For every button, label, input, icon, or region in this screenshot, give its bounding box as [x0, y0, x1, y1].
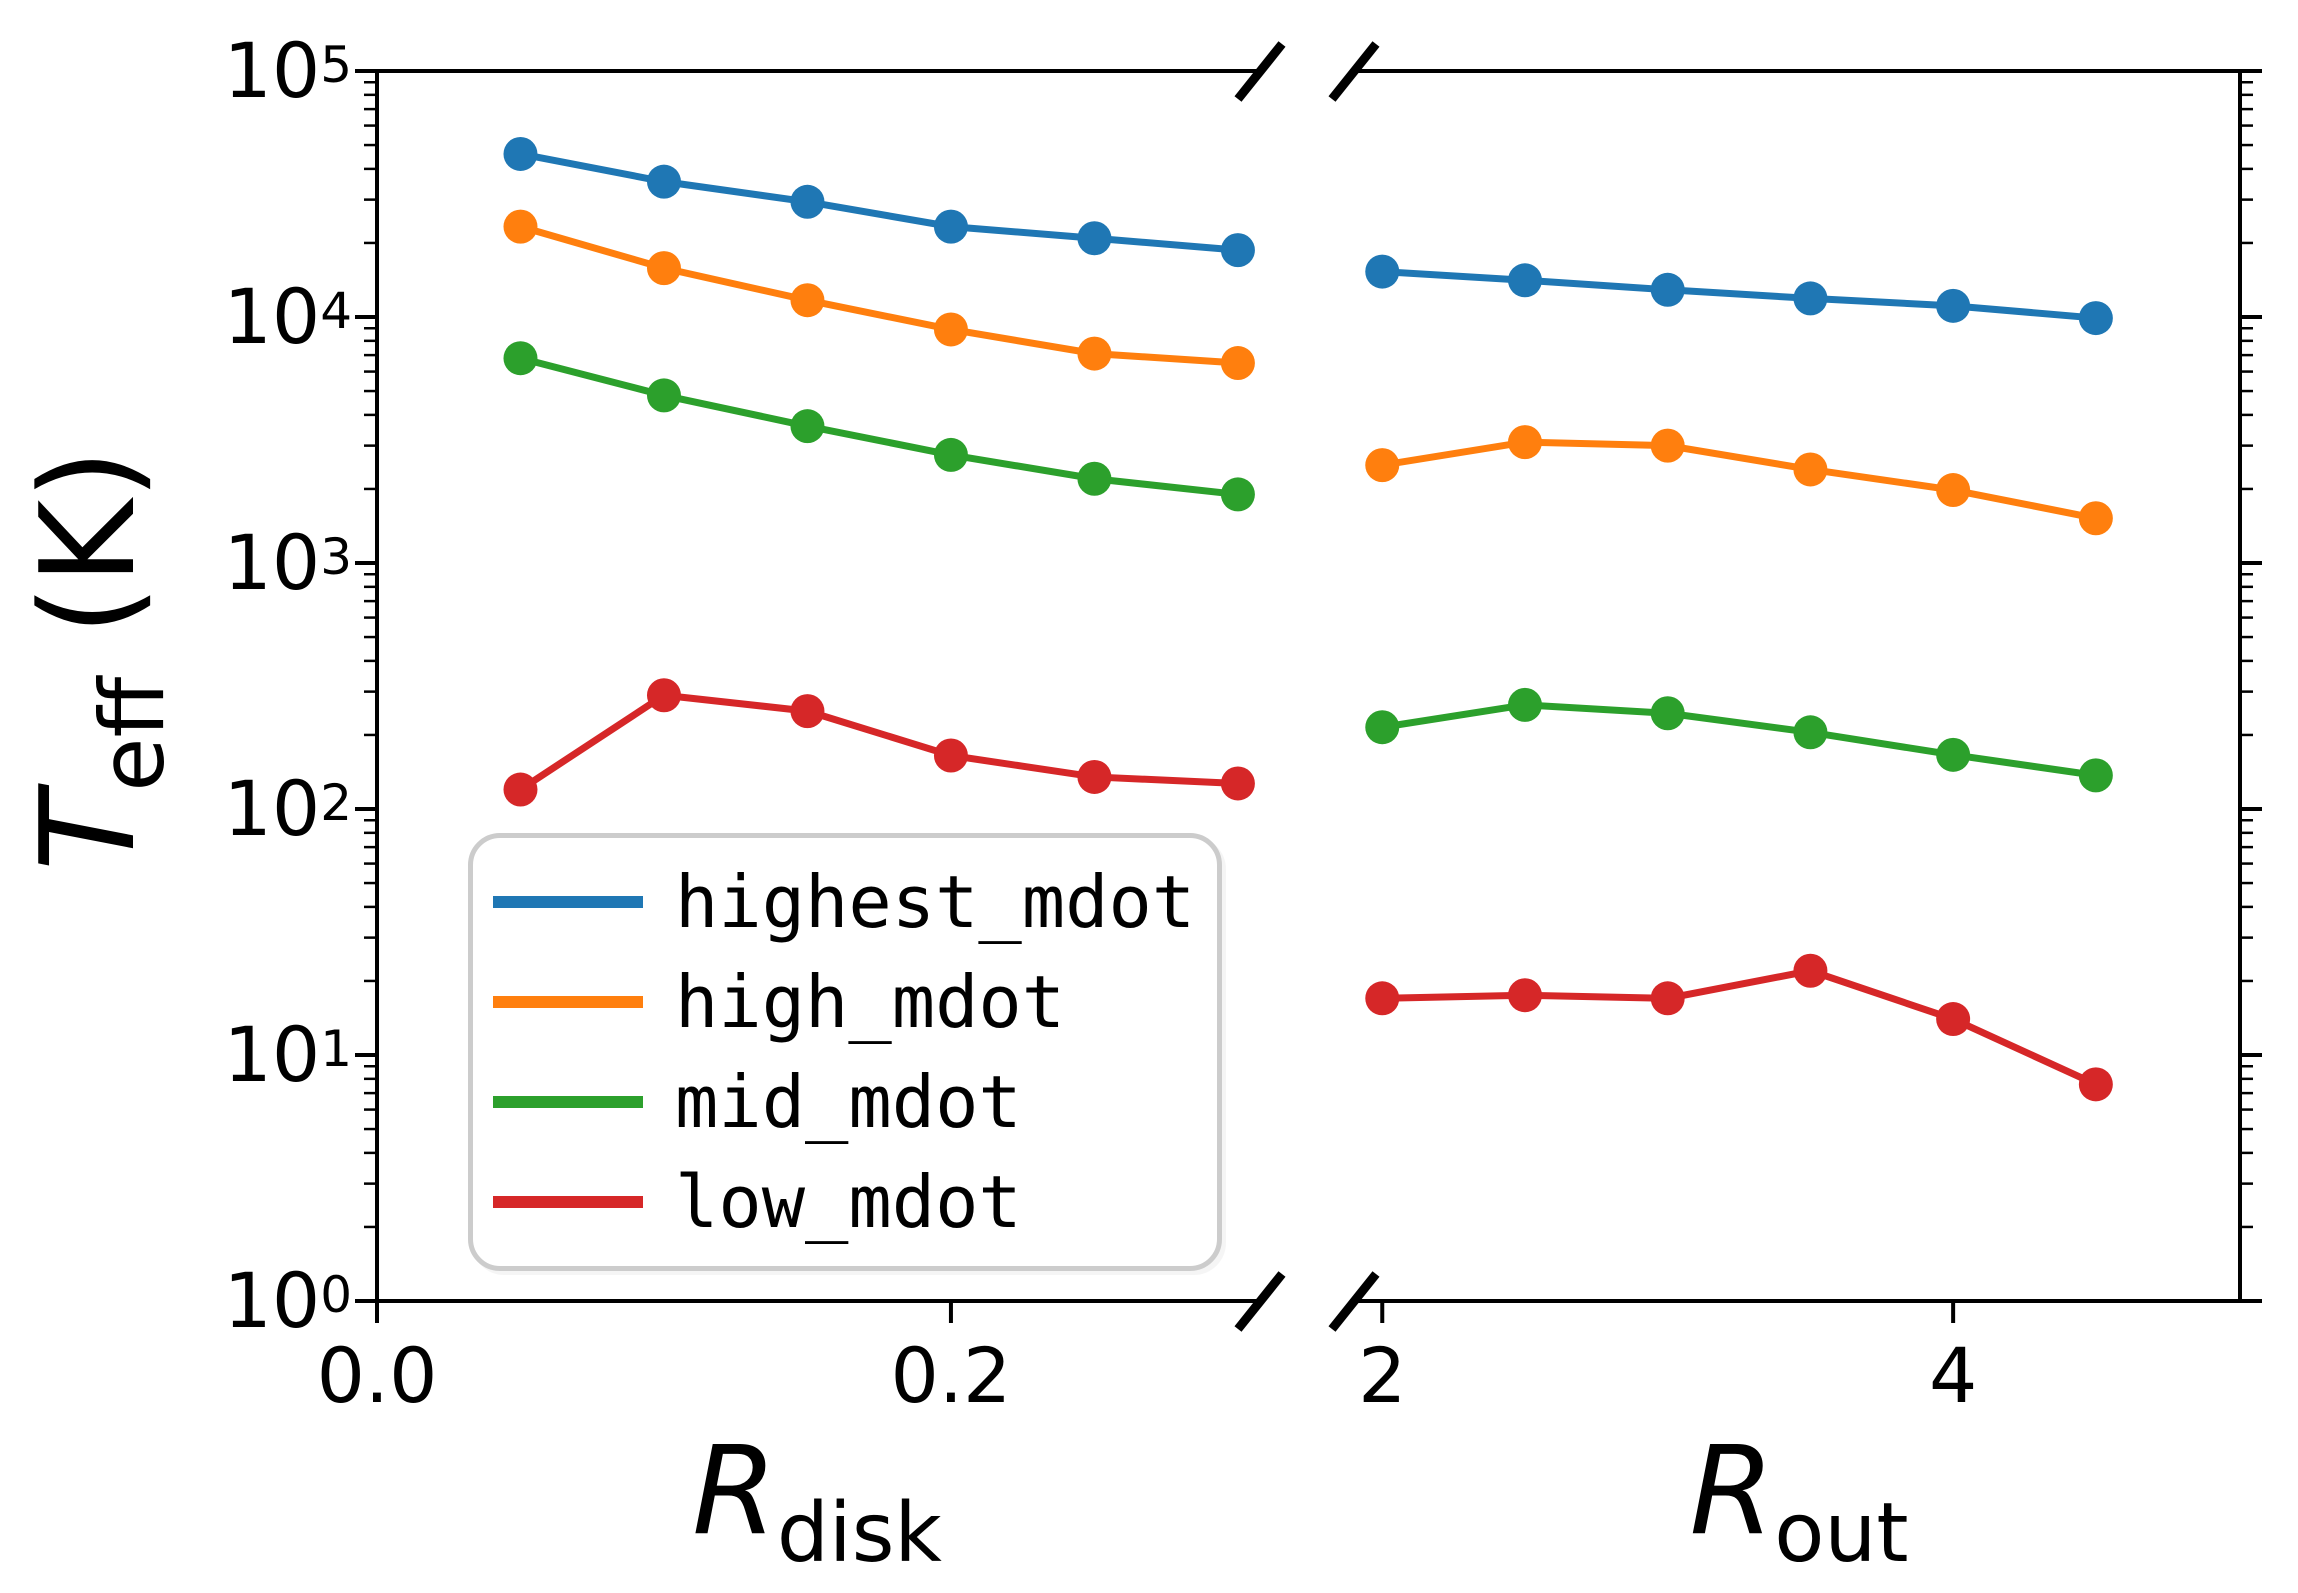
series-line-low_mdot-right — [1382, 967, 2098, 1088]
x-axis-label-right-sub: out — [1774, 1486, 1909, 1581]
series-line-highest_mdot-left — [519, 150, 1239, 254]
series-marker-highest_mdot-right — [1793, 281, 1828, 316]
x-axis-label-left-sub: disk — [776, 1486, 942, 1581]
legend-line-sample — [493, 1196, 643, 1208]
series-marker-mid_mdot-right — [1507, 687, 1542, 722]
series-marker-highest_mdot-right — [1936, 288, 1971, 323]
x-axis-label-right-var: R — [1689, 1420, 1775, 1562]
series-marker-highest_mdot-left — [790, 184, 825, 219]
series-marker-high_mdot-left — [790, 283, 825, 318]
series-line-highest_mdot-right — [1382, 268, 2097, 322]
series-marker-highest_mdot-right — [1507, 263, 1542, 298]
series-marker-high_mdot-right — [1793, 452, 1828, 487]
series-line-mid_mdot-right — [1381, 701, 2097, 779]
series-marker-low_mdot-right — [1507, 978, 1542, 1013]
series-marker-mid_mdot-left — [503, 341, 538, 376]
x-tick-label-4: 4 — [1928, 1331, 1978, 1420]
series-marker-mid_mdot-right — [1650, 696, 1685, 731]
axis-break-mark — [1234, 1271, 1286, 1332]
series-marker-highest_mdot-left — [646, 164, 681, 199]
series-line-high_mdot-right — [1381, 438, 2097, 522]
series-marker-high_mdot-left — [933, 312, 968, 347]
y-tick-label-1e1: 10 1 — [223, 1010, 352, 1099]
legend-label: high_mdot — [675, 960, 1066, 1044]
series-marker-mid_mdot-left — [790, 409, 825, 444]
series-line-low_mdot-left — [518, 691, 1239, 793]
series-marker-low_mdot-right — [1365, 981, 1400, 1016]
legend-label: highest_mdot — [675, 860, 1196, 944]
series-marker-low_mdot-right — [1793, 953, 1828, 988]
axis-break-mark — [1234, 41, 1286, 102]
series-marker-mid_mdot-left — [646, 378, 681, 413]
series-marker-high_mdot-left — [1220, 346, 1255, 381]
x-axis-label-right: Rout — [1689, 1430, 1908, 1575]
series-marker-highest_mdot-right — [2078, 301, 2113, 336]
x-tick-label-2: 2 — [1358, 1331, 1407, 1420]
series-marker-mid_mdot-right — [1365, 710, 1400, 745]
legend-line-sample — [493, 1096, 643, 1108]
legend-item-highest_mdot: highest_mdot — [488, 852, 1202, 952]
axis-break-mark — [1328, 41, 1380, 102]
series-marker-mid_mdot-right — [2078, 758, 2113, 793]
series-marker-high_mdot-left — [646, 251, 681, 286]
left-panel-spines — [375, 69, 1258, 1303]
series-marker-low_mdot-left — [503, 772, 538, 807]
series-marker-low_mdot-right — [2078, 1067, 2113, 1102]
series-marker-high_mdot-right — [2078, 501, 2113, 536]
series-marker-mid_mdot-left — [1220, 477, 1255, 512]
legend-item-low_mdot: low_mdot — [488, 1152, 1202, 1252]
series-line-mid_mdot-left — [519, 354, 1239, 498]
series-marker-high_mdot-right — [1365, 448, 1400, 483]
x-axis-label-left: Rdisk — [692, 1430, 942, 1575]
series-marker-mid_mdot-right — [1793, 715, 1828, 750]
legend-label: mid_mdot — [675, 1060, 1022, 1144]
legend-item-mid_mdot: mid_mdot — [488, 1052, 1202, 1152]
series-marker-low_mdot-left — [1220, 766, 1255, 801]
series-marker-mid_mdot-left — [933, 437, 968, 472]
legend-line-sample — [493, 996, 643, 1008]
series-marker-highest_mdot-right — [1650, 272, 1685, 307]
right-panel-spines — [1358, 69, 2242, 1303]
series-marker-highest_mdot-left — [933, 209, 968, 244]
series-marker-high_mdot-right — [1507, 425, 1542, 460]
x-tick-label-0.2: 0.2 — [890, 1331, 1012, 1420]
y-tick-label-1e0: 10 0 — [223, 1256, 352, 1345]
y-tick-label-1e2: 10 2 — [223, 764, 352, 853]
series-marker-high_mdot-right — [1936, 473, 1971, 508]
series-marker-highest_mdot-right — [1365, 254, 1400, 289]
x-tick-label-0.0: 0.0 — [316, 1331, 438, 1420]
series-marker-mid_mdot-left — [1077, 461, 1112, 496]
series-marker-low_mdot-right — [1936, 1002, 1971, 1037]
series-marker-highest_mdot-left — [503, 136, 538, 171]
legend: highest_mdot high_mdot mid_mdot low_mdot — [468, 833, 1222, 1271]
series-marker-low_mdot-left — [646, 678, 681, 713]
series-line-high_mdot-left — [519, 223, 1239, 367]
series-marker-high_mdot-right — [1650, 428, 1685, 463]
legend-label: low_mdot — [675, 1160, 1022, 1244]
series-marker-highest_mdot-left — [1220, 233, 1255, 268]
series-marker-low_mdot-left — [1077, 759, 1112, 794]
series-marker-mid_mdot-right — [1936, 737, 1971, 772]
series-marker-low_mdot-left — [933, 738, 968, 773]
legend-line-sample — [493, 896, 643, 908]
y-tick-label-1e5: 10 5 — [223, 26, 352, 115]
y-tick-label-1e4: 10 4 — [223, 272, 352, 361]
axis-break-mark — [1328, 1271, 1380, 1332]
series-marker-low_mdot-left — [790, 694, 825, 729]
legend-item-high_mdot: high_mdot — [488, 952, 1202, 1052]
y-tick-label-1e3: 10 3 — [223, 518, 352, 607]
x-axis-label-left-var: R — [692, 1420, 777, 1562]
series-marker-high_mdot-left — [1077, 336, 1112, 371]
series-marker-highest_mdot-left — [1077, 221, 1112, 256]
series-marker-high_mdot-left — [503, 209, 538, 244]
series-marker-low_mdot-right — [1650, 981, 1685, 1016]
